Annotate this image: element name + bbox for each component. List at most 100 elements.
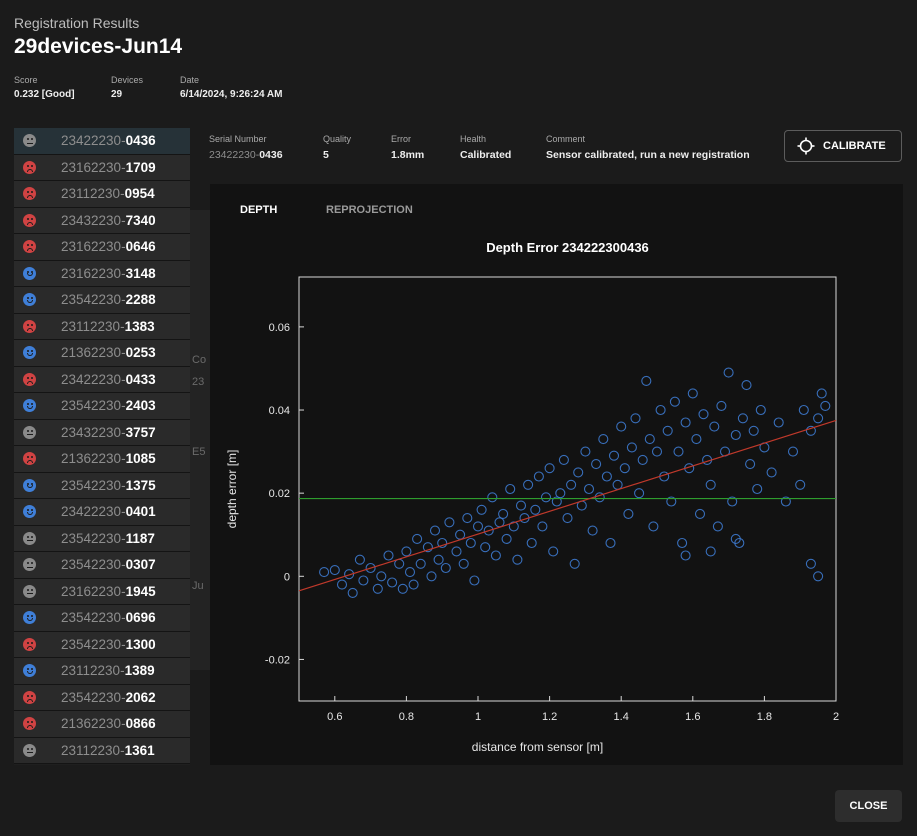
page-title: 29devices-Jun14	[14, 35, 183, 58]
device-serial-prefix: 23542230-	[61, 636, 126, 652]
data-point	[444, 517, 455, 528]
meta-date-value: 6/14/2024, 9:26:24 AM	[180, 89, 283, 100]
data-point	[737, 413, 748, 424]
device-list-item[interactable]: 23162230-3148	[14, 260, 190, 287]
data-point	[487, 492, 498, 503]
device-serial-prefix: 23542230-	[61, 477, 126, 493]
device-list-item[interactable]: 23542230-2403	[14, 393, 190, 420]
tab-depth[interactable]: DEPTH	[240, 204, 278, 216]
face-mouth	[26, 221, 33, 225]
x-tick-label: 1.8	[757, 711, 772, 723]
device-serial-suffix: 1361	[124, 742, 155, 758]
good-face-icon	[23, 399, 36, 413]
data-point	[544, 463, 555, 474]
close-button[interactable]: CLOSE	[835, 790, 902, 822]
device-list-item[interactable]: 23112230-1389	[14, 658, 190, 685]
device-list-item[interactable]: 23542230-0696	[14, 605, 190, 632]
device-list-item[interactable]: 23542230-0307	[14, 552, 190, 579]
device-list-item[interactable]: 21362230-1085	[14, 446, 190, 473]
device-list-item[interactable]: 23542230-1375	[14, 472, 190, 499]
data-point	[666, 496, 677, 507]
device-list-item[interactable]: 23162230-1709	[14, 154, 190, 181]
depth-error-chart: Depth Error 234222300436 0.6 0.8 1 1.2 1.4 1.6…	[225, 240, 839, 754]
device-serial-prefix: 23422230-	[61, 133, 126, 149]
device-serial-suffix: 3148	[125, 265, 156, 281]
device-serial: 23112230-1383	[61, 319, 155, 334]
device-list-item[interactable]: 23542230-2062	[14, 684, 190, 711]
face-mouth	[26, 485, 33, 489]
device-list-item[interactable]: 23542230-2288	[14, 287, 190, 314]
data-point	[669, 396, 680, 407]
data-point	[705, 546, 716, 557]
device-serial: 23422230-0436	[61, 133, 156, 148]
data-point	[387, 577, 398, 588]
x-tick-label: 1.2	[542, 711, 557, 723]
data-point	[730, 429, 741, 441]
bad-face-icon	[23, 452, 36, 466]
meta-score: Score 0.232 [Good]	[14, 75, 75, 100]
data-point	[336, 579, 348, 590]
data-point	[780, 496, 791, 507]
data-point	[644, 434, 655, 445]
data-point	[598, 434, 609, 445]
x-tick-label: 1.4	[614, 711, 629, 723]
device-serial-prefix: 21362230-	[61, 451, 126, 467]
device-list-item[interactable]: 23112230-1361	[14, 737, 190, 764]
bad-face-icon	[23, 372, 36, 386]
good-face-icon	[23, 611, 36, 625]
device-list-item[interactable]: 23432230-7340	[14, 207, 190, 234]
device-list-item[interactable]: 23422230-0433	[14, 366, 190, 393]
data-point	[515, 500, 527, 511]
background-ghost-text: Ju	[192, 580, 204, 592]
device-list-item[interactable]: 23542230-1187	[14, 525, 190, 552]
neutral-face-icon	[23, 134, 36, 148]
data-point	[566, 479, 577, 490]
meta-devices-value: 29	[111, 89, 123, 100]
chart-title: Depth Error 234222300436	[486, 240, 649, 255]
device-list-item[interactable]: 23542230-1300	[14, 631, 190, 658]
device-serial-suffix: 1085	[125, 451, 156, 467]
face-mouth	[26, 645, 33, 649]
data-point	[680, 417, 691, 428]
data-point	[766, 467, 777, 478]
x-tick-label: 0.8	[399, 711, 414, 723]
device-list-item[interactable]: 23422230-0401	[14, 499, 190, 526]
data-point	[451, 546, 462, 557]
device-list-item[interactable]: 21362230-0253	[14, 340, 190, 367]
device-list-item[interactable]: 23422230-0436	[14, 128, 190, 155]
data-point	[365, 562, 376, 574]
device-list-item[interactable]: 23432230-3757	[14, 419, 190, 446]
data-point	[462, 513, 473, 524]
tab-reprojection[interactable]: REPROJECTION	[326, 204, 413, 216]
data-point	[483, 525, 494, 536]
data-point	[498, 508, 509, 519]
data-point	[344, 569, 355, 580]
device-serial-suffix: 2062	[125, 689, 156, 705]
device-list-item[interactable]: 23112230-0954	[14, 181, 190, 208]
x-tick-label: 2	[833, 711, 839, 723]
data-point	[716, 400, 727, 411]
background-ghost-text: E5	[192, 446, 206, 458]
calibrate-button[interactable]: CALIBRATE	[784, 130, 902, 162]
detail-comment: Comment Sensor calibrated, run a new reg…	[546, 134, 750, 161]
device-list-item[interactable]: 23162230-0646	[14, 234, 190, 261]
device-list-item[interactable]: 23112230-1383	[14, 313, 190, 340]
device-serial-suffix: 0307	[125, 557, 156, 573]
data-point	[569, 558, 580, 569]
device-serial-prefix: 23542230-	[61, 398, 126, 414]
data-point	[723, 367, 734, 378]
data-point	[730, 533, 741, 544]
data-point	[580, 446, 591, 457]
device-list-item[interactable]: 23162230-1945	[14, 578, 190, 605]
device-list-item[interactable]: 21362230-0866	[14, 711, 190, 738]
detail-error-value: 1.8mm	[391, 149, 425, 161]
data-point	[687, 388, 698, 399]
good-face-icon	[23, 346, 36, 360]
data-point	[512, 554, 523, 565]
data-point	[401, 546, 412, 557]
data-point	[795, 479, 806, 490]
background-ghost-text: 23	[192, 376, 205, 388]
device-serial: 23542230-2288	[61, 292, 156, 307]
device-serial-prefix: 23542230-	[61, 557, 126, 573]
neutral-face-icon	[23, 584, 36, 598]
